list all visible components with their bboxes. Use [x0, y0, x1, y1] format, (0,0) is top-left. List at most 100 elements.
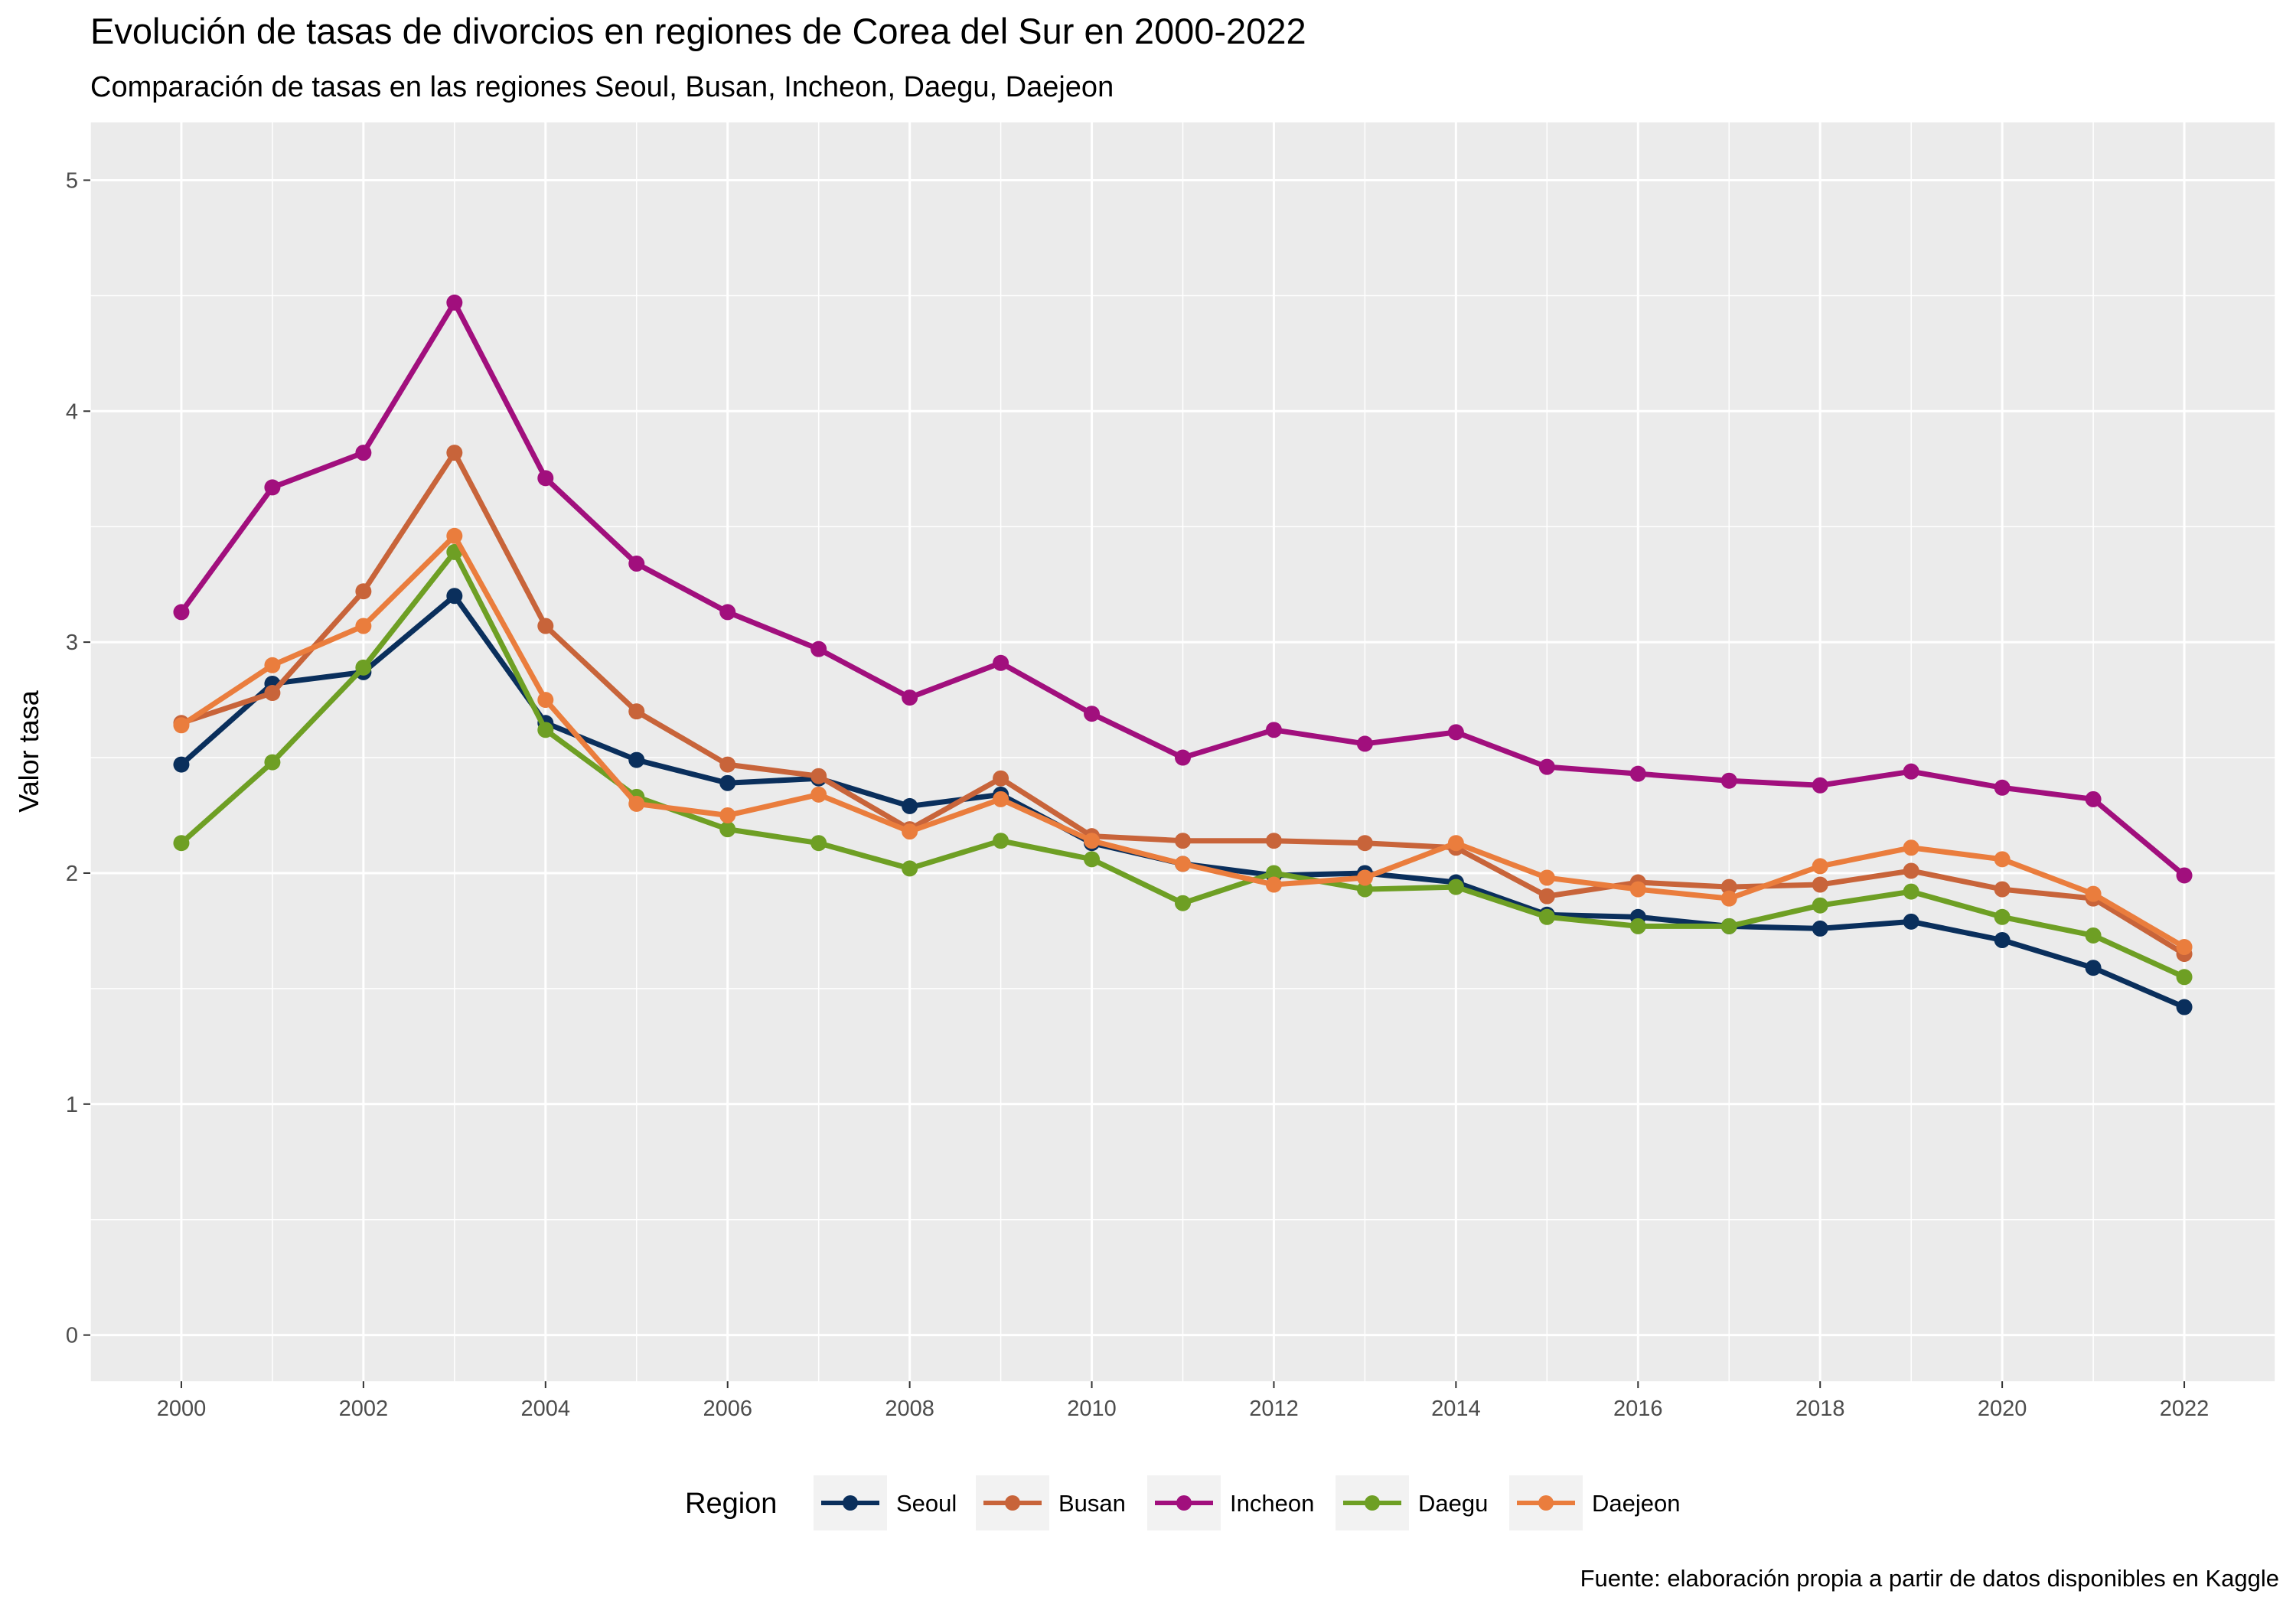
data-point-busan [355, 583, 372, 600]
legend-label-incheon: Incheon [1230, 1490, 1314, 1517]
data-point-busan [719, 756, 736, 773]
data-point-daegu [1994, 908, 2011, 925]
data-point-daejeon [1994, 851, 2011, 868]
data-point-incheon [446, 294, 463, 311]
data-point-incheon [355, 445, 372, 461]
data-point-seoul [902, 797, 918, 814]
chart-title: Evolución de tasas de divorcios en regio… [90, 11, 1306, 51]
data-point-incheon [719, 604, 736, 621]
x-tick-label: 2000 [157, 1397, 207, 1421]
data-point-incheon [993, 654, 1009, 671]
x-tick-label: 2010 [1067, 1397, 1117, 1421]
data-point-daegu [902, 860, 918, 877]
legend-point-seoul [843, 1495, 858, 1511]
x-tick-label: 2016 [1613, 1397, 1663, 1421]
data-point-daejeon [173, 717, 190, 734]
legend-point-busan [1005, 1495, 1020, 1511]
data-point-daejeon [1629, 881, 1646, 898]
legend-title: Region [685, 1488, 777, 1520]
data-point-daegu [719, 821, 736, 838]
x-tick-label: 2018 [1795, 1397, 1845, 1421]
legend-label-busan: Busan [1058, 1490, 1126, 1517]
data-point-daejeon [1447, 835, 1464, 852]
data-point-daegu [1447, 878, 1464, 895]
data-point-seoul [1812, 920, 1828, 937]
data-point-incheon [1084, 706, 1101, 722]
data-point-incheon [1903, 763, 1919, 780]
data-point-incheon [1812, 777, 1828, 794]
x-tick-label: 2002 [339, 1397, 389, 1421]
data-point-busan [1812, 876, 1828, 893]
data-point-daegu [1265, 865, 1282, 882]
data-point-daejeon [1903, 839, 1919, 856]
data-point-daegu [1629, 918, 1646, 934]
legend-item-seoul: Seoul [814, 1475, 957, 1530]
data-point-daejeon [1084, 833, 1101, 849]
data-point-daejeon [1175, 856, 1191, 872]
y-tick-label: 4 [66, 399, 78, 424]
data-point-daejeon [719, 807, 736, 824]
legend-item-daegu: Daegu [1336, 1475, 1488, 1530]
data-point-seoul [2085, 960, 2102, 976]
y-tick-label: 2 [66, 862, 78, 886]
legend-item-daejeon: Daejeon [1509, 1475, 1680, 1530]
data-point-busan [628, 703, 645, 720]
data-point-daejeon [1538, 869, 1555, 886]
data-point-incheon [1265, 722, 1282, 738]
chart-caption: Fuente: elaboración propia a partir de d… [1580, 1565, 2279, 1592]
data-point-busan [1994, 881, 2011, 898]
data-point-seoul [446, 588, 463, 605]
legend-label-daegu: Daegu [1418, 1490, 1488, 1517]
legend-point-incheon [1176, 1495, 1192, 1511]
x-tick-label: 2014 [1431, 1397, 1481, 1421]
legend: Region Seoul Busan Incheon Daegu Daejeon [685, 1475, 1680, 1530]
data-point-daegu [810, 835, 827, 852]
data-point-incheon [1538, 758, 1555, 775]
y-tick-label: 3 [66, 631, 78, 655]
data-point-daejeon [902, 823, 918, 840]
data-point-incheon [173, 604, 190, 621]
data-point-incheon [1356, 735, 1373, 752]
data-point-daejeon [2085, 885, 2102, 902]
data-point-incheon [2176, 867, 2193, 884]
data-point-incheon [537, 470, 554, 487]
series-incheon [173, 294, 2193, 884]
data-point-busan [993, 770, 1009, 787]
data-point-busan [264, 685, 281, 702]
data-point-busan [537, 618, 554, 634]
data-point-incheon [1629, 765, 1646, 782]
data-point-busan [1265, 833, 1282, 849]
data-point-daejeon [628, 795, 645, 812]
data-point-daegu [2085, 927, 2102, 944]
data-point-incheon [628, 556, 645, 572]
data-point-daejeon [1356, 869, 1373, 886]
data-point-seoul [2176, 999, 2193, 1015]
data-point-incheon [902, 689, 918, 706]
data-point-daegu [1356, 881, 1373, 898]
data-point-busan [1538, 888, 1555, 905]
data-point-daejeon [355, 618, 372, 634]
data-point-incheon [2085, 790, 2102, 807]
data-point-daegu [1903, 883, 1919, 900]
data-point-daegu [1175, 895, 1191, 911]
data-point-daegu [1084, 851, 1101, 868]
x-tick-label: 2012 [1249, 1397, 1299, 1421]
data-point-daejeon [264, 657, 281, 673]
y-tick-label: 0 [66, 1324, 78, 1348]
data-point-seoul [628, 751, 645, 768]
data-point-daejeon [446, 527, 463, 544]
data-point-incheon [810, 641, 827, 657]
x-tick-label: 2020 [1978, 1397, 2027, 1421]
data-point-daegu [173, 835, 190, 852]
x-tick-label: 2004 [521, 1397, 571, 1421]
data-point-daejeon [993, 790, 1009, 807]
data-point-busan [810, 768, 827, 784]
data-point-daegu [1538, 908, 1555, 925]
grid-lines [90, 122, 2276, 1381]
series-daejeon [173, 527, 2193, 956]
data-point-daegu [1812, 897, 1828, 914]
x-tick-label: 2022 [2160, 1397, 2210, 1421]
y-axis-label: Valor tasa [13, 689, 44, 812]
data-point-incheon [1994, 779, 2011, 796]
